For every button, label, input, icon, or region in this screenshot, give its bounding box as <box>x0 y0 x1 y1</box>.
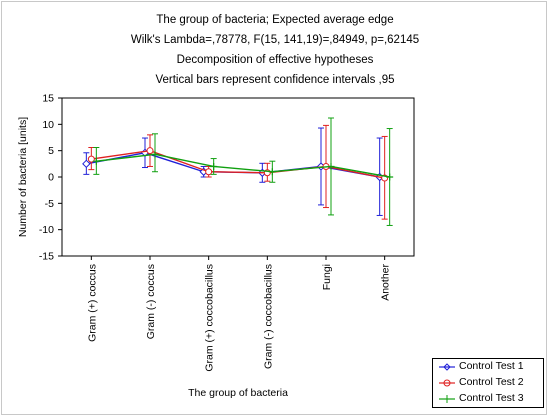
legend-item: Control Test 1 <box>433 359 543 375</box>
legend-label-control-test-1: Control Test 1 <box>459 360 524 372</box>
legend-swatch-control-test-3 <box>439 395 455 403</box>
series-control-test-3 <box>92 117 394 226</box>
series-line <box>96 153 390 178</box>
data-point <box>386 173 394 181</box>
x-tick-label: Gram (-) coccus <box>145 264 157 339</box>
plot-area <box>61 97 415 257</box>
legend-item: Control Test 2 <box>433 375 543 391</box>
data-point <box>327 162 335 170</box>
data-point <box>210 162 218 170</box>
data-point <box>146 147 154 155</box>
series-layer <box>82 117 394 226</box>
legend-label-control-test-3: Control Test 3 <box>459 392 524 404</box>
chart-subtitle-decomposition: Decomposition of effective hypotheses <box>176 54 374 66</box>
x-tick-label: Fungi <box>321 264 333 290</box>
y-tick-label: -15 <box>39 251 54 263</box>
data-point <box>268 168 276 176</box>
legend-label-control-test-2: Control Test 2 <box>459 376 524 388</box>
x-axis: Gram (+) coccus Gram (-) coccus Gram (+) c… <box>86 256 392 372</box>
data-point <box>205 168 213 176</box>
legend-swatch-control-test-2 <box>439 379 455 387</box>
y-tick-label: 15 <box>42 93 54 105</box>
legend: Control Test 1 Control Test 2 Control Te… <box>432 358 544 408</box>
x-tick-label: Gram (-) coccobacillus <box>262 264 274 369</box>
x-axis-label: The group of bacteria <box>188 387 288 399</box>
legend-item: Control Test 3 <box>433 391 543 407</box>
y-tick-label: 0 <box>48 172 54 184</box>
y-axis-label: Number of bacteria [units] <box>17 117 29 237</box>
chart-subtitle-statistics: Wilk's Lambda=,78778, F(15, 141,19)=,849… <box>130 34 420 46</box>
x-tick-label: Another <box>380 264 392 301</box>
y-tick-label: 10 <box>42 119 54 131</box>
series-line <box>91 149 385 179</box>
x-tick-label: Gram (+) coccobacillus <box>204 264 216 372</box>
y-axis: 15 10 5 0 -5 -10 -15 <box>39 93 62 263</box>
y-tick-label: -10 <box>39 224 54 236</box>
x-tick-label: Gram (+) coccus <box>86 264 98 342</box>
legend-swatch-control-test-1 <box>439 363 455 371</box>
data-point <box>92 157 100 165</box>
y-tick-label: 5 <box>48 145 54 157</box>
chart-subtitle-confidence: Vertical bars represent confidence inter… <box>155 74 395 86</box>
y-tick-label: -5 <box>45 198 54 210</box>
chart-title-block: The group of bacteria; Expected average … <box>0 10 550 90</box>
data-point <box>87 155 95 163</box>
chart-title: The group of bacteria; Expected average … <box>156 14 394 26</box>
data-point <box>82 159 91 169</box>
data-point <box>151 150 159 158</box>
